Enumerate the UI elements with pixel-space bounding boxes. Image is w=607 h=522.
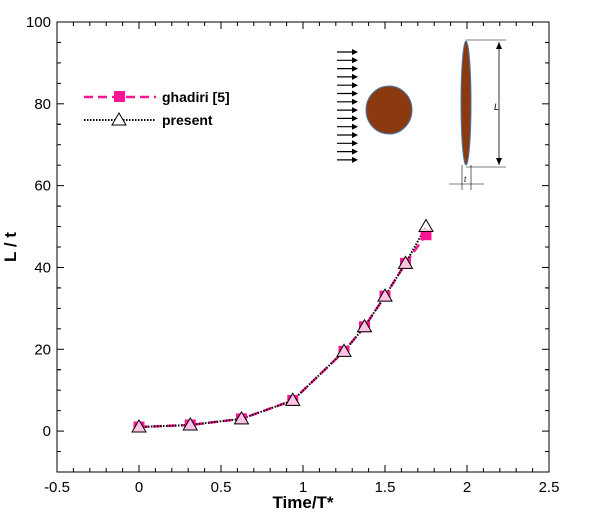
inset-diagram: L t: [337, 39, 506, 190]
arrow-head: [352, 98, 358, 105]
arrow-head: [352, 57, 358, 64]
x-tick-label: 0: [135, 479, 143, 496]
data-point-present: [131, 419, 147, 433]
data-point-present: [397, 255, 414, 269]
flow-arrows: [337, 49, 358, 163]
data-point-present: [356, 318, 373, 333]
arrow-head: [352, 140, 358, 147]
arrow-head: [352, 148, 358, 155]
arrow-head: [352, 73, 358, 80]
y-tick-label: 40: [34, 259, 51, 276]
arrow-head: [352, 49, 358, 55]
y-tick-label: 20: [34, 341, 51, 358]
plot-frame: [56, 21, 550, 473]
data-point-present: [418, 218, 434, 233]
flat-plate: [460, 40, 472, 166]
data-point-present: [233, 410, 250, 425]
y-tick-label: 0: [43, 423, 51, 440]
arrow-head: [352, 132, 358, 138]
data-point-present: [182, 416, 199, 431]
thickness-label: t: [464, 175, 467, 184]
arrow-head: [352, 107, 358, 114]
arrow-head: [352, 156, 358, 163]
legend-marker-ghadiri: [114, 91, 125, 102]
arrow-head: [352, 65, 358, 72]
circular-disk: [365, 85, 413, 135]
x-tick-label: -0.5: [44, 479, 70, 496]
y-axis-label: L / t: [1, 232, 20, 262]
arrow-head: [352, 82, 358, 89]
arrow-head: [352, 115, 358, 122]
x-tick-label: 2.5: [539, 479, 560, 496]
y-tick-label: 60: [34, 178, 51, 195]
data-point-ghadiri: [420, 229, 432, 241]
legend: ghadiri [5] present: [84, 89, 230, 128]
series-line-ghadiri: [138, 233, 428, 429]
legend-label-present: present: [162, 112, 213, 128]
x-tick-label: 0.5: [211, 479, 232, 496]
legend-label-ghadiri: ghadiri [5]: [162, 89, 230, 105]
y-tick-label: 100: [26, 14, 51, 31]
data-point-present: [284, 392, 301, 406]
x-tick-label: 2: [463, 479, 471, 496]
length-label: L: [494, 102, 499, 112]
legend-marker-present: [111, 112, 127, 126]
x-tick-label: 1: [299, 479, 307, 496]
data-point-present: [377, 288, 393, 302]
series-line-present: [138, 226, 427, 428]
data-point-present: [336, 343, 352, 357]
y-tick-label: 80: [34, 96, 51, 113]
x-axis-label: Time/T*: [272, 493, 333, 512]
x-tick-label: 1.5: [375, 479, 396, 496]
arrow-head: [352, 123, 358, 130]
arrow-head: [352, 90, 358, 97]
